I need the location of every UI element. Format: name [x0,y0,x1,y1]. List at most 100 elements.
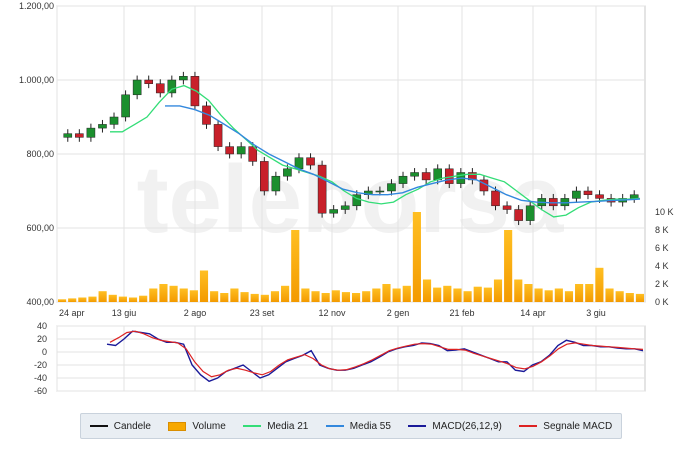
legend-label-candele: Candele [113,420,151,432]
price-tick-label: 600,00 [26,223,54,233]
candle-body [167,79,177,94]
volume-bar [301,288,310,302]
volume-bar [625,293,634,302]
volume-bar [524,284,533,302]
price-tick-label: 400,00 [26,297,54,307]
volume-bar [402,285,411,302]
volume-bar [575,284,584,302]
x-tick-label: 21 feb [449,308,474,318]
candle-body [75,133,84,138]
macd-tick-label: -60 [34,386,47,396]
volume-bar [422,279,432,302]
macd-line [106,330,644,383]
volume-bar [210,291,219,302]
volume-bar [230,288,239,302]
volume-bar [139,295,148,302]
candle-body [421,172,431,181]
macd-panel [56,325,646,392]
legend-item-segnale: Segnale MACD [519,421,612,432]
volume-tick-label: 2 K [655,279,669,289]
volume-bar [392,288,401,302]
volume-bar [443,285,452,302]
volume-bar [585,284,594,302]
volume-bar [544,290,553,302]
legend-label-segnale: Segnale MACD [543,420,613,432]
volume-bar [433,287,442,302]
legend-label-volume: Volume [192,420,226,432]
volume-bar [412,212,421,302]
candle-body [98,124,107,129]
legend-label-macd: MACD(26,12,9) [432,420,502,432]
candle-body [260,161,269,192]
candle-body [387,183,396,192]
volume-bar [352,293,361,302]
candle-body [236,146,246,155]
legend-item-volume: Volume [168,420,226,432]
volume-bar [270,291,280,302]
volume-bar [382,284,391,302]
volume-bar [159,284,168,302]
volume-bar [78,297,87,302]
macd-tick-label: -20 [34,360,47,370]
volume-bar [291,230,300,302]
volume-bar [149,288,158,302]
volume-bar [250,293,259,302]
volume-bar [220,293,229,302]
volume-bar [372,288,381,302]
candle-body [109,116,119,125]
price-tick-label: 800,00 [26,149,54,159]
volume-bar [189,290,198,302]
legend-label-media21: Media 21 [267,420,309,432]
legend-item-media21: Media 21 [243,421,308,432]
legend-swatch-volume [168,421,187,431]
volume-bar [281,285,290,302]
volume-bar [463,291,472,302]
volume-bar [564,291,574,302]
candle-body [306,157,315,166]
candle-body [121,94,130,118]
candle-body [525,205,535,221]
candle-body [225,146,234,155]
candle-body [179,76,188,81]
volume-bar [635,293,644,302]
x-tick-label: 3 giu [586,308,606,318]
volume-tick-label: 8 K [655,225,669,235]
volume-bar [118,296,127,302]
volume-bar [260,294,269,302]
price-tick-label: 1.200,00 [19,1,54,11]
volume-bar [473,286,482,302]
legend-label-media55: Media 55 [349,420,391,432]
legend-swatch-media21 [243,425,262,427]
candle-body [271,175,281,192]
candle-body [248,146,258,162]
volume-bar [605,288,614,302]
watermark-text: teleborsa [137,146,564,253]
candle-body [283,168,292,177]
x-tick-label: 13 giu [112,308,137,318]
macd-tick-label: 0 [42,347,47,357]
volume-bar [483,287,492,302]
macd-tick-label: 20 [37,334,47,344]
volume-bar [504,230,513,302]
candle-body [63,133,73,138]
media21-line [110,84,641,218]
candle-body [317,164,327,214]
candle-body [329,209,338,214]
candle-body [144,79,153,84]
volume-bar [199,270,209,302]
volume-bar [128,297,138,302]
x-tick-label: 24 apr [59,308,85,318]
candle-body [514,209,523,221]
volume-bar [595,267,604,302]
legend-swatch-candele [89,425,108,427]
legend-item-media55: Media 55 [325,420,391,432]
volume-bar [98,291,107,302]
volume-bar [68,298,77,302]
signal-line [109,330,644,378]
volume-bar [179,288,188,302]
legend-item-macd: MACD(26,12,9) [408,420,502,432]
macd-tick-label: 40 [37,321,47,331]
volume-bar [514,279,523,302]
volume-bar [169,285,178,302]
